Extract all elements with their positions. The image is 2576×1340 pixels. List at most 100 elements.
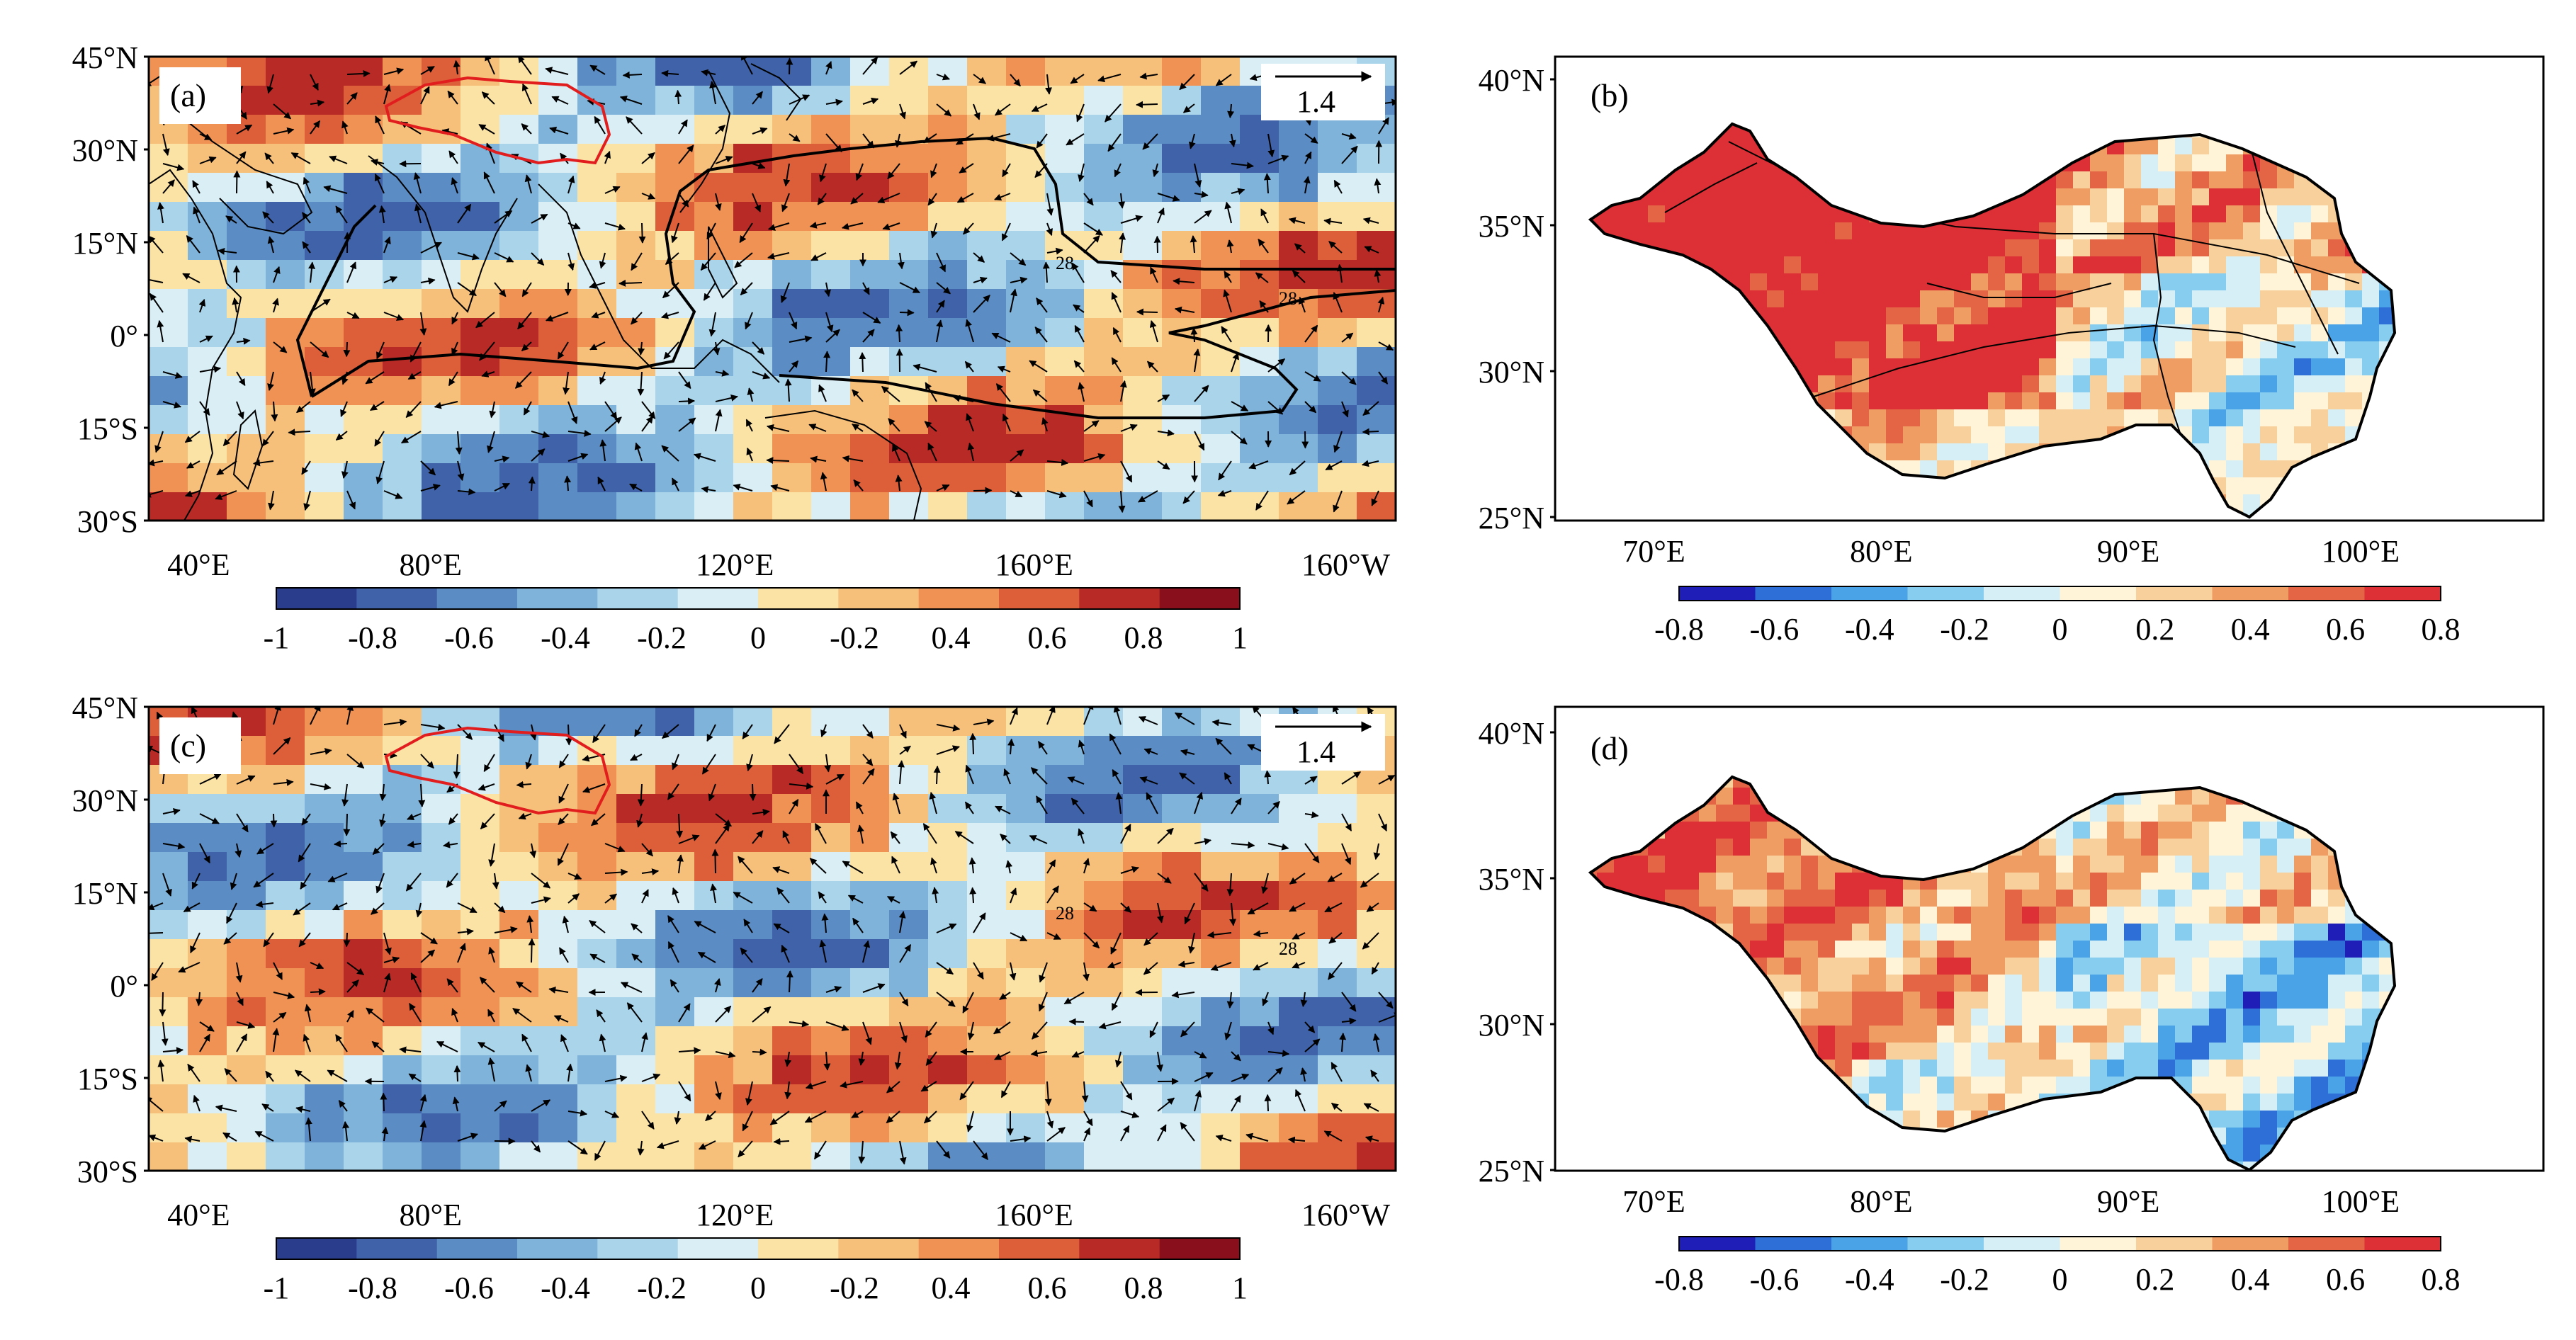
tp-field-cell (2294, 1026, 2312, 1043)
field-cell (811, 260, 851, 290)
tp-field-cell (2311, 375, 2329, 393)
field-cell (889, 1142, 929, 1171)
field-cell (383, 1055, 422, 1085)
field-cell (499, 765, 539, 795)
field-cell (188, 144, 227, 174)
lon-tick-label: 40°E (167, 547, 230, 582)
field-cell (616, 881, 656, 911)
field-cell (344, 1113, 383, 1143)
wind-vector (810, 455, 827, 463)
field-cell (1201, 318, 1241, 348)
wind-vector (641, 193, 656, 200)
tp-field-cell (2158, 171, 2176, 189)
tp-field-cell (2107, 290, 2125, 308)
wind-vector (383, 84, 391, 105)
field-cell (1162, 86, 1202, 115)
wind-vector (343, 813, 351, 836)
colorbar-swatch (2212, 586, 2289, 601)
tp-field-cell (2192, 907, 2210, 924)
tp-field-cell (2141, 856, 2159, 873)
tp-field-cell (1716, 154, 1734, 172)
wind-vector (1248, 460, 1269, 470)
tp-field-cell (1699, 856, 1717, 873)
tp-field-cell (2141, 307, 2159, 325)
tp-field-cell (1920, 341, 1938, 359)
field-cell (305, 736, 344, 766)
tp-field-cell (2141, 392, 2159, 410)
field-cell (850, 1084, 890, 1114)
field-cell (1357, 173, 1396, 203)
field-cell (266, 57, 305, 86)
tp-field-cell (1971, 890, 1989, 907)
wind-vector (661, 312, 679, 319)
tp-field-cell (2175, 324, 2193, 342)
field-cell (461, 997, 500, 1027)
wind-vector (494, 455, 510, 463)
wind-vector (1258, 238, 1269, 254)
tp-field-cell (1954, 975, 1972, 992)
tp-field-cell (2039, 273, 2057, 291)
field-cell (1123, 1113, 1163, 1143)
colorbar-swatch (1079, 1238, 1160, 1259)
field-cell (733, 463, 773, 493)
field-cell (305, 707, 344, 737)
tp-field-cell (2158, 137, 2176, 155)
wind-vector (1010, 252, 1027, 266)
tp-field-cell (2243, 256, 2261, 274)
field-cell (1006, 997, 1046, 1027)
wind-vector (457, 203, 472, 224)
tp-field-cell (2192, 307, 2210, 325)
wind-vector (225, 215, 237, 224)
field-cell (1201, 492, 1241, 521)
tp-field-cell (2260, 409, 2278, 427)
tp-field-cell (1886, 958, 1904, 975)
wind-vector (481, 370, 495, 377)
tp-field-cell (2090, 324, 2108, 342)
field-cell (1201, 86, 1241, 115)
tp-field-cell (2073, 341, 2091, 359)
tp-field-cell (2141, 890, 2159, 907)
wind-vector (622, 71, 643, 79)
tp-field-cell (1920, 1026, 1938, 1043)
wind-vector (236, 401, 244, 420)
arabia-coastline (176, 113, 313, 235)
field-cell (1045, 736, 1085, 766)
field-cell (1045, 405, 1085, 435)
wind-vector (494, 482, 510, 492)
wind-vector (1034, 327, 1048, 343)
tp-field-cell (2141, 188, 2159, 206)
field-cell (733, 939, 773, 969)
tp-field-cell (2124, 975, 2142, 992)
tp-field-cell (1801, 290, 1819, 308)
wind-vector (862, 312, 881, 324)
tp-field-cell (2056, 239, 2074, 257)
tp-field-cell (1852, 890, 1870, 907)
tp-field-cell (2209, 1043, 2227, 1060)
lat-tick-label: 45°N (72, 691, 138, 725)
colorbar-tick-label: -1 (264, 1271, 290, 1305)
wind-vector (1303, 176, 1311, 194)
tp-field-cell (1954, 941, 1972, 958)
panel-a-label: (a) (170, 77, 206, 113)
tp-field-cell (2277, 1043, 2295, 1060)
field-cell (461, 492, 500, 521)
tp-field-cell (2243, 409, 2261, 427)
field-cell (461, 144, 500, 174)
tp-field-cell (1835, 941, 1853, 958)
tp-field-cell (1852, 341, 1870, 359)
tp-field-cell (2294, 307, 2312, 325)
tp-field-cell (1852, 1077, 1870, 1094)
field-cell (266, 968, 305, 998)
tp-field-cell (2328, 958, 2346, 975)
tp-field-cell (2141, 154, 2159, 172)
wind-vector (273, 127, 295, 135)
tp-field-cell (2226, 154, 2244, 172)
field-cell (694, 852, 734, 882)
field-cell (344, 823, 383, 853)
field-cell (461, 405, 500, 435)
tp-field-cell (2090, 154, 2108, 172)
tp-field-cell (2056, 358, 2074, 376)
tp-field-cell (2073, 941, 2091, 958)
colorbar-swatch (2364, 1237, 2441, 1251)
tp-field-cell (2073, 1043, 2091, 1060)
